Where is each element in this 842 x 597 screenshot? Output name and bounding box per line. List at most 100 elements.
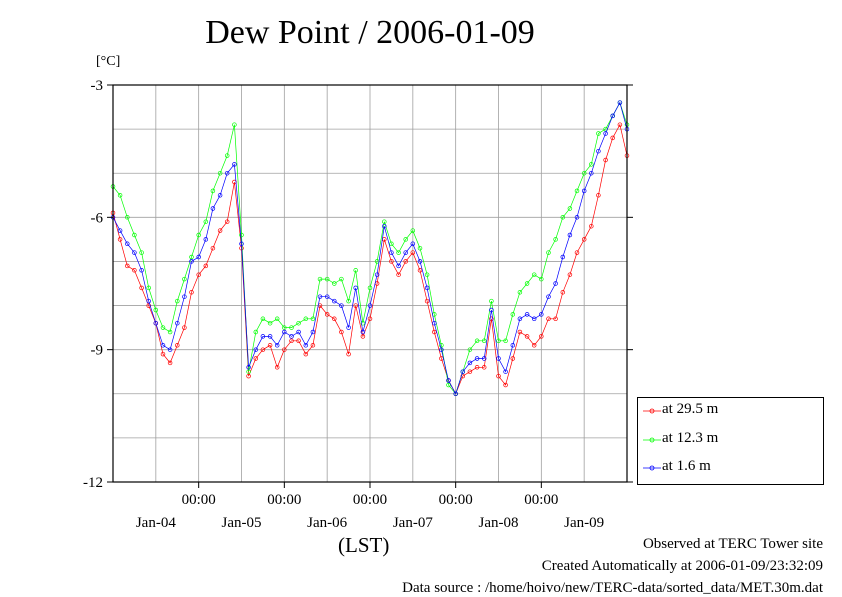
data-point xyxy=(446,382,451,388)
data-point xyxy=(267,320,273,326)
data-point xyxy=(389,241,394,247)
data-point xyxy=(332,298,337,304)
axis-ticks: -3 -6 -9 -12 00:00 Jan-04 00:00 Jan-05 00:00 Jan-… xyxy=(83,78,633,531)
data-point xyxy=(546,294,551,299)
data-point xyxy=(560,215,566,220)
legend-marker-blue xyxy=(643,465,661,471)
data-point xyxy=(203,237,209,242)
data-point xyxy=(410,228,416,233)
data-point xyxy=(396,263,401,269)
data-point xyxy=(496,356,501,361)
data-point xyxy=(289,334,294,339)
data-point xyxy=(589,162,594,167)
series-at-29-5-m xyxy=(110,122,630,397)
data-point xyxy=(474,365,480,370)
data-point xyxy=(296,329,301,335)
data-point xyxy=(389,250,394,255)
data-point xyxy=(396,272,401,277)
data-point xyxy=(439,347,444,352)
x-tick-time-label: 00:00 xyxy=(524,492,558,508)
data-point xyxy=(432,329,437,335)
data-point xyxy=(410,241,416,247)
data-point xyxy=(424,285,430,291)
data-point xyxy=(175,320,180,326)
data-point xyxy=(282,347,287,352)
data-point xyxy=(260,347,266,352)
x-tick-time-label: 00:00 xyxy=(182,492,216,508)
data-point xyxy=(382,219,387,224)
data-point xyxy=(574,215,580,220)
data-point xyxy=(546,316,551,322)
data-point xyxy=(403,250,408,255)
data-point xyxy=(217,228,223,233)
data-point xyxy=(324,312,330,317)
data-point xyxy=(574,250,580,255)
data-point xyxy=(467,369,473,374)
data-point xyxy=(596,131,601,136)
data-point xyxy=(139,250,144,255)
data-point xyxy=(417,245,423,251)
data-point xyxy=(474,338,480,344)
data-point xyxy=(203,263,209,269)
data-point xyxy=(481,356,487,361)
data-point xyxy=(153,307,159,313)
data-point xyxy=(360,320,366,326)
data-point xyxy=(132,232,137,238)
data-point xyxy=(453,391,458,397)
data-point xyxy=(346,325,351,330)
data-point xyxy=(175,343,180,348)
data-point xyxy=(374,272,380,277)
data-point xyxy=(224,219,230,224)
data-point xyxy=(481,365,487,370)
data-point xyxy=(474,356,480,361)
data-point xyxy=(560,254,566,260)
data-point xyxy=(546,250,551,255)
data-point xyxy=(310,343,316,348)
data-point xyxy=(167,360,173,366)
data-point xyxy=(367,285,373,291)
data-point xyxy=(210,206,216,211)
data-point xyxy=(332,281,337,286)
data-point xyxy=(125,215,130,220)
data-point xyxy=(346,351,351,357)
data-point xyxy=(132,250,137,255)
data-point xyxy=(524,312,530,317)
footer-site: Observed at TERC Tower site xyxy=(642,536,823,552)
data-point xyxy=(617,100,623,105)
data-point xyxy=(232,162,237,167)
data-point xyxy=(132,268,137,273)
data-point xyxy=(367,316,373,322)
data-point xyxy=(417,268,423,273)
data-point xyxy=(167,329,173,335)
x-tick-date-label: Jan-09 xyxy=(564,515,604,531)
data-point xyxy=(239,241,244,247)
data-point xyxy=(596,193,601,198)
data-point xyxy=(139,285,144,291)
data-point xyxy=(339,329,344,335)
data-point xyxy=(439,343,444,348)
data-point xyxy=(153,320,159,326)
data-point xyxy=(517,316,523,322)
data-point xyxy=(196,272,201,277)
data-point xyxy=(203,219,209,224)
data-point xyxy=(160,351,166,357)
y-tick-label: -6 xyxy=(91,210,104,226)
data-point xyxy=(232,122,237,127)
data-point xyxy=(553,316,558,322)
data-point xyxy=(460,369,466,374)
data-point xyxy=(189,259,194,264)
data-point xyxy=(267,343,273,348)
data-point xyxy=(489,298,494,304)
data-point xyxy=(182,276,187,282)
x-tick-date-label: Jan-08 xyxy=(479,515,519,531)
data-point xyxy=(503,382,508,388)
data-point xyxy=(417,259,423,264)
y-tick-label: -9 xyxy=(91,343,104,359)
data-point xyxy=(160,343,166,348)
data-point xyxy=(367,303,373,308)
x-tick-date-label: Jan-04 xyxy=(136,515,176,531)
legend: at 29.5 m at 12.3 m at 1.6 m xyxy=(637,397,824,485)
data-point xyxy=(246,369,251,374)
data-point xyxy=(282,325,287,330)
data-point xyxy=(324,276,330,282)
